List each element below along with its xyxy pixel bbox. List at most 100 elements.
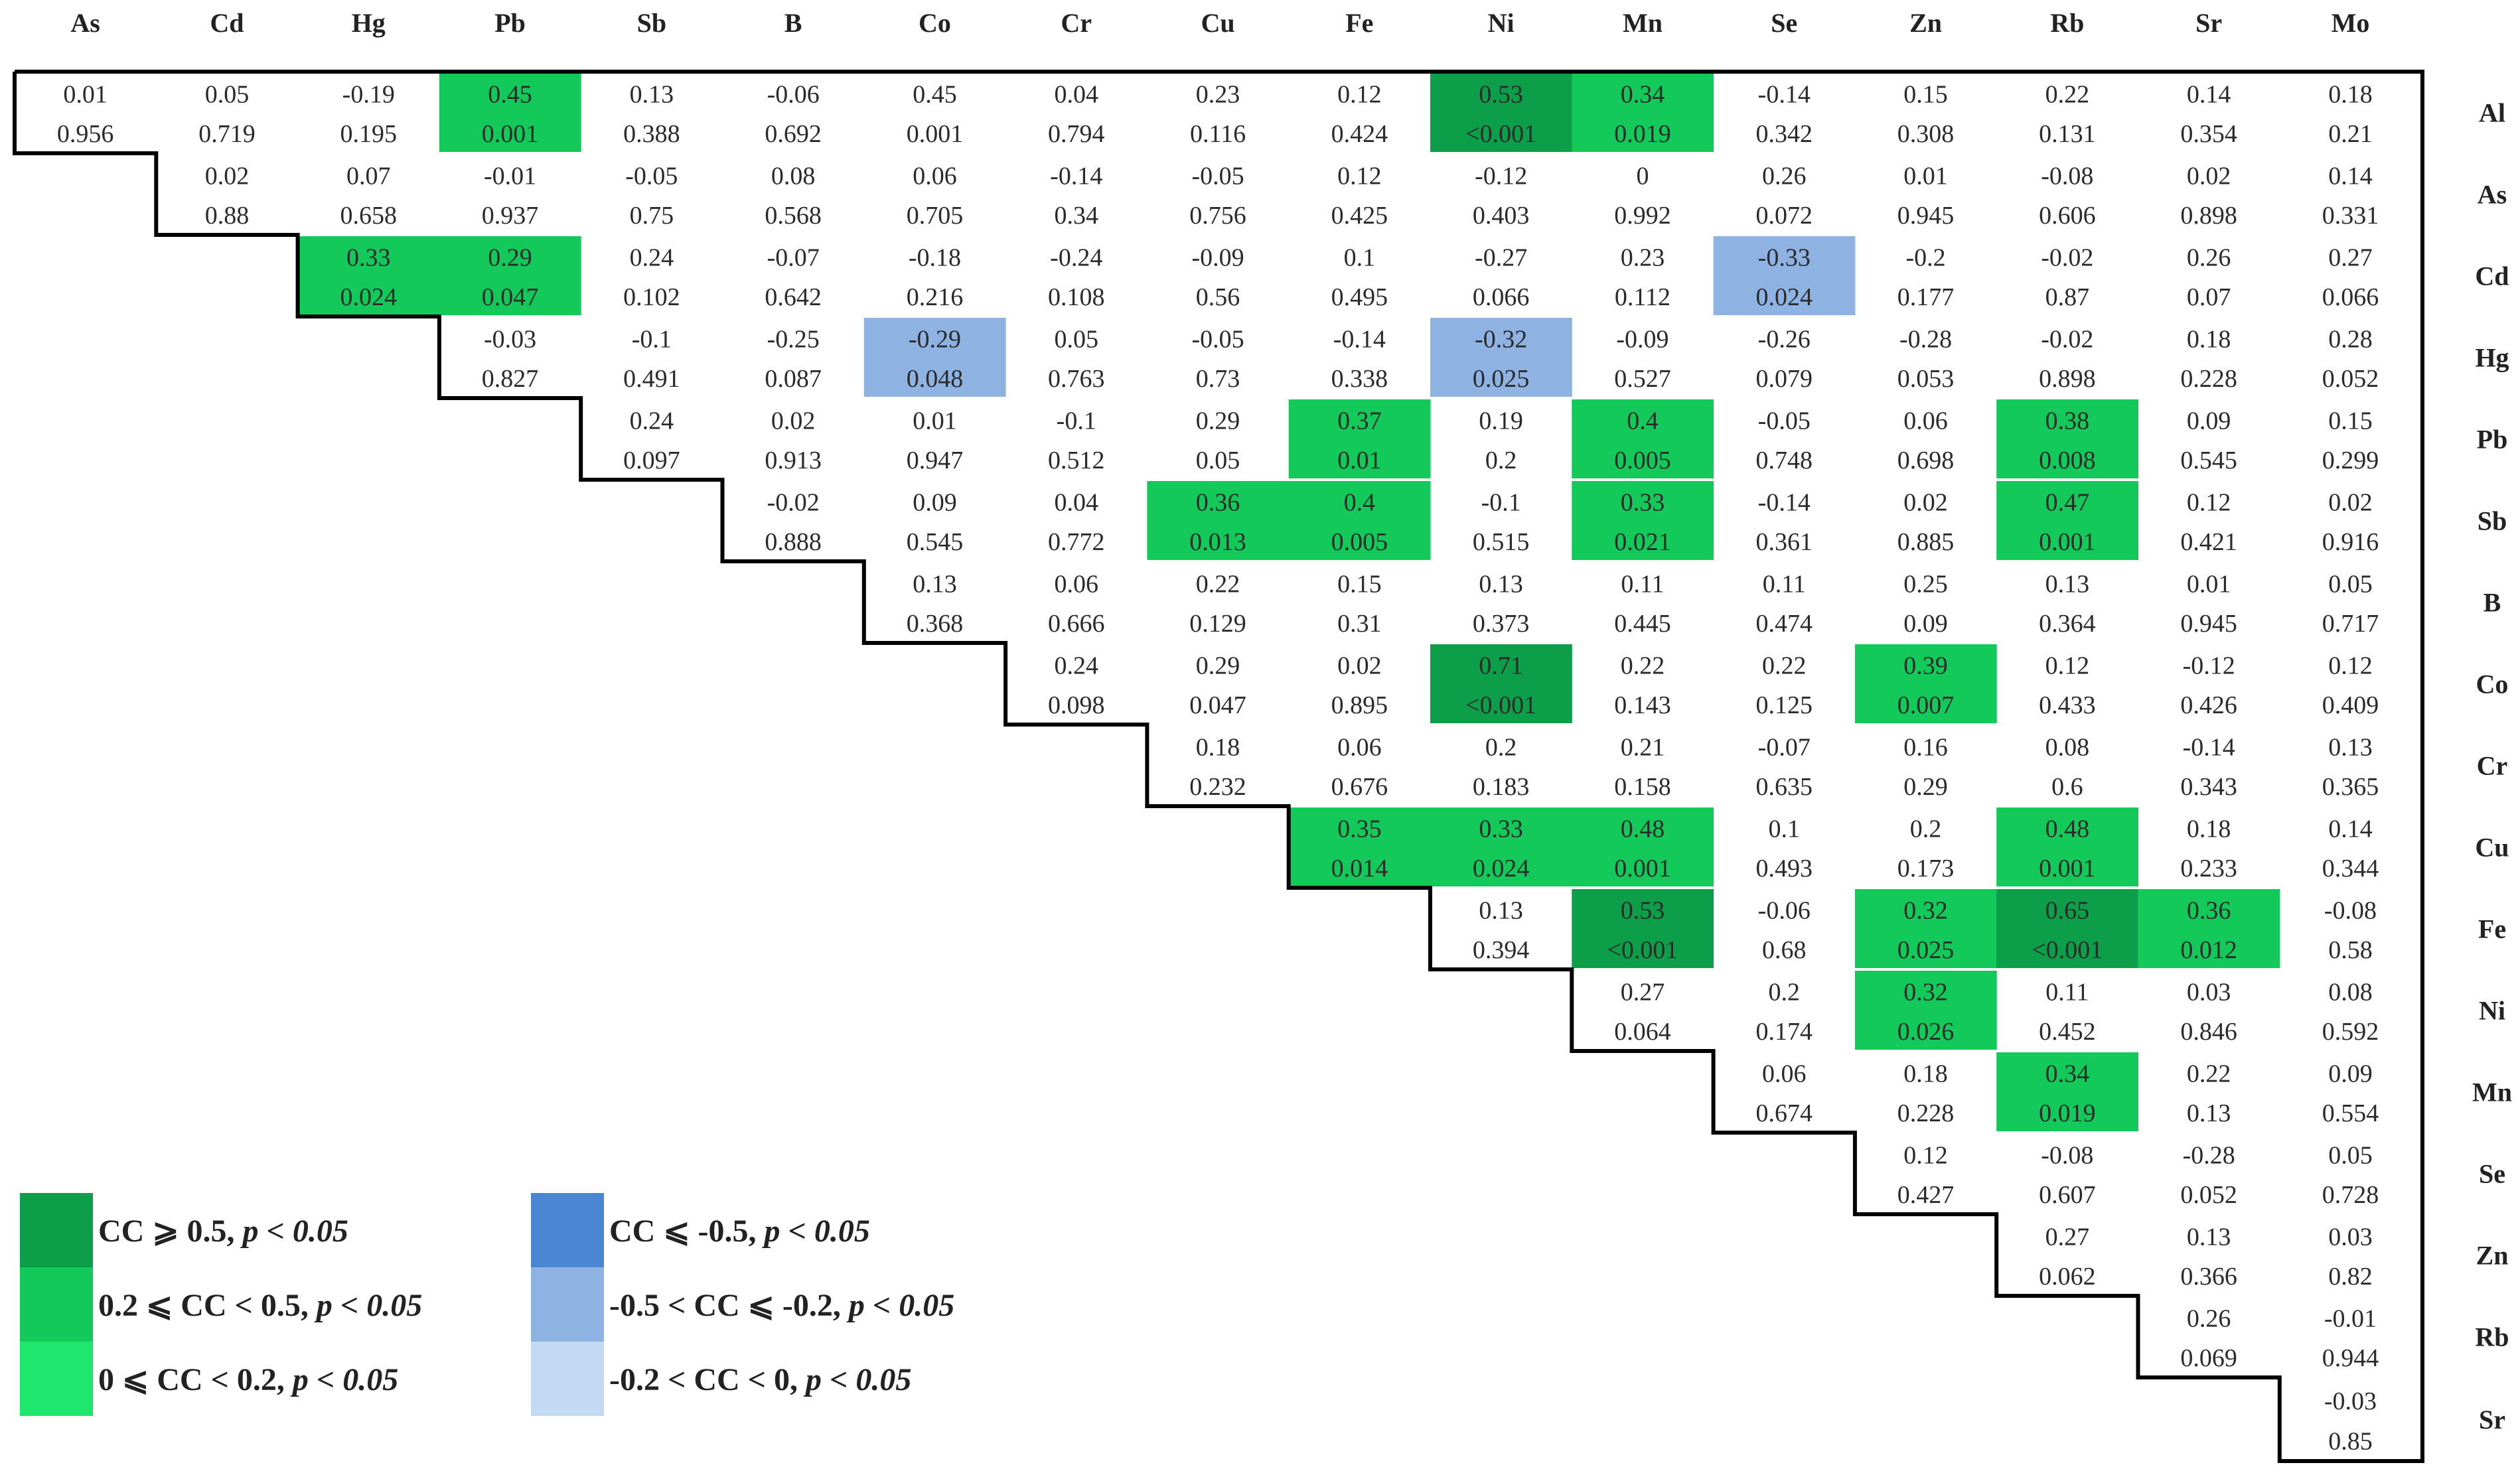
cc-value: 0.38 xyxy=(2045,407,2090,435)
cc-value: 0.22 xyxy=(1196,571,1240,598)
cc-value: 0.29 xyxy=(1196,407,1240,435)
p-value: 0.895 xyxy=(1331,691,1388,719)
cc-value: 0.05 xyxy=(1055,326,1099,354)
p-value: 0.143 xyxy=(1614,691,1671,719)
p-value: 0.007 xyxy=(1897,691,1955,719)
p-value: 0.728 xyxy=(2322,1181,2379,1209)
cc-value: 0.24 xyxy=(1055,652,1099,680)
cc-value: 0.02 xyxy=(2187,163,2231,190)
cc-value: 0.12 xyxy=(1337,81,1382,109)
p-value: 0.158 xyxy=(1614,773,1671,801)
cc-value: 0.14 xyxy=(2187,81,2231,109)
p-value: 0.125 xyxy=(1756,691,1813,719)
p-value: 0.68 xyxy=(1762,936,1807,964)
cc-value: 0.06 xyxy=(913,163,957,190)
p-value: 0.001 xyxy=(482,120,539,148)
cc-value: 0.26 xyxy=(2187,1305,2231,1333)
cc-value: -0.28 xyxy=(1899,326,1952,354)
p-value: 0.361 xyxy=(1756,528,1813,556)
cc-value: -0.05 xyxy=(1191,163,1244,190)
cc-value: 0.02 xyxy=(771,407,816,435)
p-value: 0.354 xyxy=(2180,120,2237,148)
column-label-Ni: Ni xyxy=(1488,8,1515,38)
legend-swatch-b3 xyxy=(531,1193,604,1267)
row-label-Cr: Cr xyxy=(2477,751,2508,781)
p-value: 0.299 xyxy=(2322,447,2379,474)
cc-value: 0.2 xyxy=(1769,979,1801,1007)
cc-value: 0.35 xyxy=(1337,815,1382,843)
p-value: 0.062 xyxy=(2039,1263,2096,1291)
cc-value: -0.07 xyxy=(767,244,820,272)
p-value: 0.717 xyxy=(2322,610,2379,638)
cell-fill-Fe-Zn xyxy=(1854,889,1997,968)
column-label-Fe: Fe xyxy=(1345,8,1373,38)
cc-value: -0.06 xyxy=(1758,897,1811,925)
cc-value: 0.01 xyxy=(1903,163,1948,190)
cc-value: 0.26 xyxy=(1762,163,1807,190)
cc-value: 0.28 xyxy=(2328,326,2373,354)
cc-value: 0.4 xyxy=(1344,489,1376,517)
p-value: 0.794 xyxy=(1048,120,1105,148)
cell-fill-Co-Ni xyxy=(1430,644,1572,723)
legend-label-g1: 0 ⩽ CC < 0.2, p < 0.05 xyxy=(98,1362,398,1397)
p-value: 0.947 xyxy=(907,447,964,474)
p-value: 0.772 xyxy=(1048,528,1105,556)
p-value: 0.75 xyxy=(630,202,674,230)
p-value: 0.13 xyxy=(2187,1099,2231,1127)
p-value: 0.024 xyxy=(340,283,398,311)
cc-value: -0.29 xyxy=(909,326,961,354)
p-value: 0.763 xyxy=(1048,365,1105,393)
p-value: 0.052 xyxy=(2180,1181,2237,1209)
cc-value: 0.12 xyxy=(2187,489,2231,517)
p-value: 0.014 xyxy=(1331,855,1388,882)
cc-value: 0.27 xyxy=(2045,1224,2090,1251)
cell-fill-Mn-Rb xyxy=(1996,1052,2138,1131)
p-value: 0.012 xyxy=(2180,936,2237,964)
cc-value: 0.08 xyxy=(2328,979,2373,1007)
p-value: 0.116 xyxy=(1190,120,1246,148)
column-label-B: B xyxy=(784,8,802,38)
cc-value: -0.33 xyxy=(1758,244,1811,272)
p-value: 0.072 xyxy=(1756,202,1813,230)
p-value: 0.344 xyxy=(2322,855,2379,882)
cc-value: 0.08 xyxy=(2045,734,2090,762)
column-label-Cd: Cd xyxy=(210,8,244,38)
p-value: 0.025 xyxy=(1473,365,1530,393)
row-label-Ni: Ni xyxy=(2479,996,2505,1026)
row-label-Pb: Pb xyxy=(2477,425,2508,455)
cc-value: 0.13 xyxy=(2328,734,2373,762)
p-value: 0.108 xyxy=(1048,283,1105,311)
cc-value: 0.33 xyxy=(1621,489,1665,517)
p-value: 0.05 xyxy=(1196,447,1240,474)
cc-value: 0.02 xyxy=(205,163,250,190)
p-value: 0.066 xyxy=(2322,283,2379,311)
p-value: 0.29 xyxy=(1903,773,1948,801)
cc-value: 0.04 xyxy=(1055,81,1099,109)
column-label-Mn: Mn xyxy=(1623,8,1663,38)
p-value: 0.195 xyxy=(340,120,398,148)
p-value: 0.945 xyxy=(1897,202,1955,230)
cc-value: 0.18 xyxy=(2187,326,2231,354)
column-label-Zn: Zn xyxy=(1909,8,1942,38)
p-value: <0.001 xyxy=(1465,120,1536,148)
p-value: 0.232 xyxy=(1189,773,1246,801)
cc-value: -0.1 xyxy=(1481,489,1521,517)
p-value: 0.34 xyxy=(1055,202,1099,230)
cc-value: 0.29 xyxy=(488,244,532,272)
cc-value: 0.07 xyxy=(346,163,391,190)
cc-value: 0.22 xyxy=(1762,652,1807,680)
p-value: 0.047 xyxy=(482,283,539,311)
p-value: 0.342 xyxy=(1756,120,1813,148)
p-value: 0.021 xyxy=(1614,528,1671,556)
cc-value: 0.36 xyxy=(1196,489,1240,517)
cc-value: 0.25 xyxy=(1903,571,1948,598)
cc-value: 0.12 xyxy=(2328,652,2373,680)
cc-value: -0.08 xyxy=(2041,163,2093,190)
cell-fill-Cu-Ni xyxy=(1430,807,1572,886)
cc-value: 0.4 xyxy=(1627,407,1659,435)
p-value: 0.945 xyxy=(2180,610,2237,638)
cc-value: -0.08 xyxy=(2041,1142,2093,1170)
cc-value: 0.13 xyxy=(2187,1224,2231,1251)
p-value: <0.001 xyxy=(1607,936,1678,964)
row-label-B: B xyxy=(2483,588,2501,618)
